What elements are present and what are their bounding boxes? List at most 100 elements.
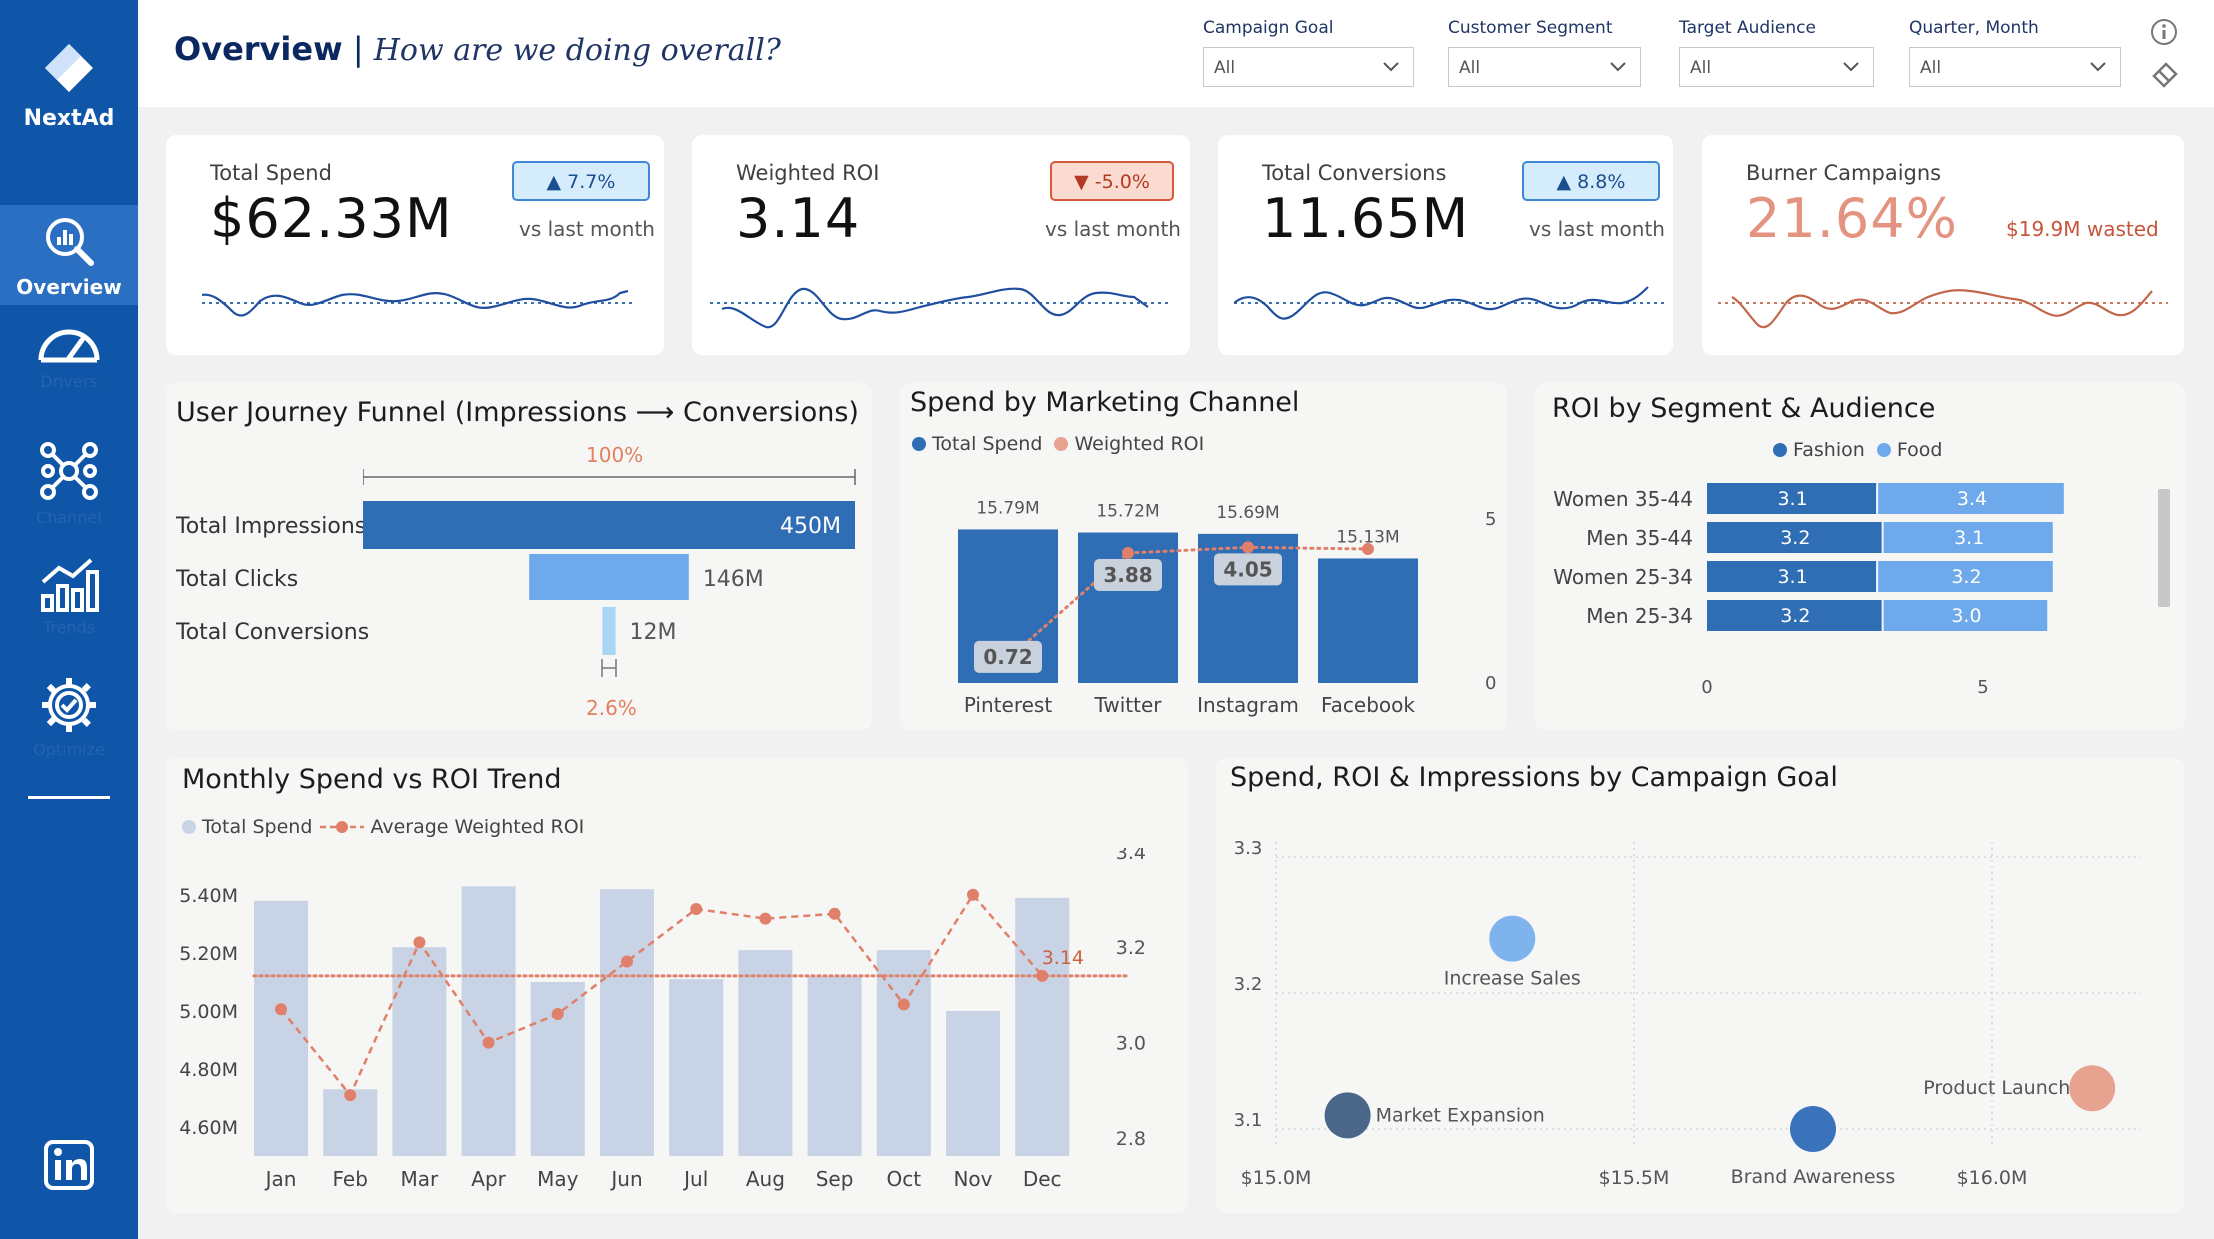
channel-legend: Total Spend Weighted ROI bbox=[912, 433, 1204, 455]
kpi-value: $62.33M bbox=[210, 187, 453, 250]
trend-left-tick: 5.40M bbox=[179, 885, 238, 907]
campaign-goal-dropdown[interactable]: All bbox=[1203, 47, 1414, 87]
channel-category-label: Facebook bbox=[1321, 693, 1415, 717]
target-audience-dropdown[interactable]: All bbox=[1679, 47, 1874, 87]
roi-label-bg bbox=[1094, 559, 1162, 592]
page-title-separator: | bbox=[342, 30, 374, 68]
funnel-card: User Journey Funnel (Impressions ⟶ Conve… bbox=[166, 383, 872, 730]
linkedin-icon[interactable] bbox=[44, 1140, 94, 1194]
nav-drivers[interactable]: Drivers bbox=[0, 320, 138, 420]
kpi-label: Total Spend bbox=[210, 161, 332, 185]
legend-dot bbox=[1054, 437, 1069, 451]
scatter-point bbox=[1489, 915, 1536, 962]
axis-tick: 5 bbox=[1485, 509, 1497, 530]
segment-bar-label: 3.1 bbox=[1777, 488, 1807, 510]
trend-right-tick: 3.4 bbox=[1116, 848, 1146, 864]
kpi-label: Weighted ROI bbox=[736, 161, 880, 185]
nav-divider bbox=[28, 796, 110, 799]
kpi-label: Total Conversions bbox=[1262, 161, 1447, 185]
channel-bar bbox=[1318, 558, 1418, 683]
customer-segment-dropdown[interactable]: All bbox=[1448, 47, 1641, 87]
segment-bar bbox=[1707, 600, 1882, 631]
trend-month-label: Jul bbox=[682, 1167, 708, 1191]
brand-name: NextAd bbox=[23, 106, 115, 131]
gear-check-icon bbox=[42, 678, 96, 732]
segment-bar-label: 3.1 bbox=[1954, 527, 1984, 549]
nav-channel[interactable]: Channel bbox=[0, 440, 138, 540]
trend-month-label: Aug bbox=[746, 1167, 785, 1191]
scrollbar-thumb[interactable] bbox=[2158, 489, 2170, 607]
roi-trend-point bbox=[413, 936, 426, 949]
funnel-bar bbox=[363, 501, 855, 549]
segment-bar-label: 3.2 bbox=[1780, 605, 1810, 627]
trend-bar bbox=[254, 900, 308, 1156]
trend-bar bbox=[876, 950, 931, 1156]
trend-bar bbox=[946, 1011, 1000, 1156]
roi-trend-point bbox=[344, 1089, 357, 1102]
segment-bar-label: 3.2 bbox=[1780, 527, 1810, 549]
filter-customer-segment: Customer Segment All bbox=[1448, 18, 1641, 87]
trend-legend: Total Spend Average Weighted ROI bbox=[182, 816, 584, 838]
nav-overview[interactable]: Overview bbox=[0, 205, 138, 305]
legend-dot bbox=[912, 437, 926, 451]
quarter-month-dropdown[interactable]: All bbox=[1909, 47, 2121, 87]
roi-label-bg bbox=[1214, 553, 1282, 586]
roi-point bbox=[1362, 543, 1374, 555]
filter-label: Campaign Goal bbox=[1203, 18, 1334, 38]
segment-title: ROI by Segment & Audience bbox=[1552, 393, 1936, 424]
roi-trend-point bbox=[690, 903, 703, 916]
trend-left-tick: 5.00M bbox=[179, 1001, 238, 1023]
nav-channel-label: Channel bbox=[36, 508, 102, 527]
trend-month-label: Feb bbox=[332, 1167, 367, 1191]
axis-tick: 0 bbox=[1485, 673, 1497, 694]
roi-trend-point bbox=[621, 955, 633, 968]
scatter-title: Spend, ROI & Impressions by Campaign Goa… bbox=[1230, 762, 1838, 793]
average-roi-label: 3.14 bbox=[1042, 947, 1084, 969]
trend-chart: 5.40M 5.20M 5.00M 4.80M 4.60M 3.4 3.2 3.0 2.8 Jan… bbox=[179, 848, 1146, 1191]
funnel-top-pct: 100% bbox=[586, 443, 644, 467]
trend-bar bbox=[392, 947, 447, 1156]
trend-card: Monthly Spend vs ROI Trend Total Spend A… bbox=[166, 758, 1188, 1213]
dropdown-value: All bbox=[1459, 58, 1481, 78]
channel-bar-value-label: 15.72M bbox=[1096, 502, 1159, 522]
trend-month-label: Oct bbox=[887, 1167, 922, 1191]
roi-trend-point bbox=[1036, 969, 1049, 982]
funnel-chart: 450M 146M 12M bbox=[363, 501, 855, 677]
segment-legend: Fashion Food bbox=[1773, 439, 1942, 461]
funnel-value-label: 12M bbox=[630, 620, 677, 645]
segment-bar bbox=[1878, 483, 2064, 514]
scatter-point-label: Brand Awareness bbox=[1731, 1166, 1896, 1188]
conversions-sparkline bbox=[1234, 286, 1664, 320]
kpi-delta-badge: ▼ -5.0% bbox=[1050, 161, 1174, 201]
kpi-delta-badge: ▲ 8.8% bbox=[1522, 161, 1660, 201]
segment-x-tick: 0 bbox=[1701, 677, 1712, 698]
kpi-card-weighted-roi: Weighted ROI 3.14 ▼ -5.0% vs last month bbox=[692, 135, 1190, 355]
channel-bar-value-label: 15.69M bbox=[1216, 503, 1279, 523]
scatter-x-tick: $15.0M bbox=[1241, 1167, 1312, 1189]
filter-label: Quarter, Month bbox=[1909, 18, 2039, 38]
segment-bar bbox=[1883, 522, 2053, 553]
header-bar: Overview | How are we doing overall? Cam… bbox=[138, 0, 2214, 107]
segment-bar bbox=[1878, 561, 2053, 592]
segment-x-tick: 5 bbox=[1977, 677, 1988, 698]
brand-logo: NextAd bbox=[0, 40, 138, 131]
segment-bar-label: 3.4 bbox=[1957, 488, 1987, 510]
funnel-stage-label: Total Conversions bbox=[176, 620, 370, 645]
roi-trend-line bbox=[280, 892, 1044, 1098]
funnel-bottom-pct: 2.6% bbox=[586, 696, 637, 720]
nav-optimize[interactable]: Optimize bbox=[0, 676, 138, 776]
channel-category-label: Twitter bbox=[1093, 693, 1162, 717]
kpi-card-total-spend: Total Spend $62.33M ▲ 7.7% vs last month bbox=[166, 135, 664, 355]
info-icon[interactable] bbox=[2150, 18, 2178, 46]
filter-quarter-month: Quarter, Month All bbox=[1909, 18, 2121, 87]
funnel-stage-label: Total Clicks bbox=[176, 567, 299, 592]
roi-trend-point bbox=[482, 1036, 495, 1049]
scatter-point-label: Product Launch bbox=[1923, 1077, 2070, 1099]
segment-bar-label: 3.2 bbox=[1951, 566, 1981, 588]
funnel-bar bbox=[529, 554, 689, 600]
nav-overview-label: Overview bbox=[16, 275, 122, 299]
scatter-x-tick: $15.5M bbox=[1599, 1167, 1670, 1189]
nav-trends[interactable]: Trends bbox=[0, 556, 138, 656]
eraser-icon[interactable] bbox=[2150, 58, 2180, 88]
scatter-y-tick: 3.3 bbox=[1234, 838, 1263, 859]
